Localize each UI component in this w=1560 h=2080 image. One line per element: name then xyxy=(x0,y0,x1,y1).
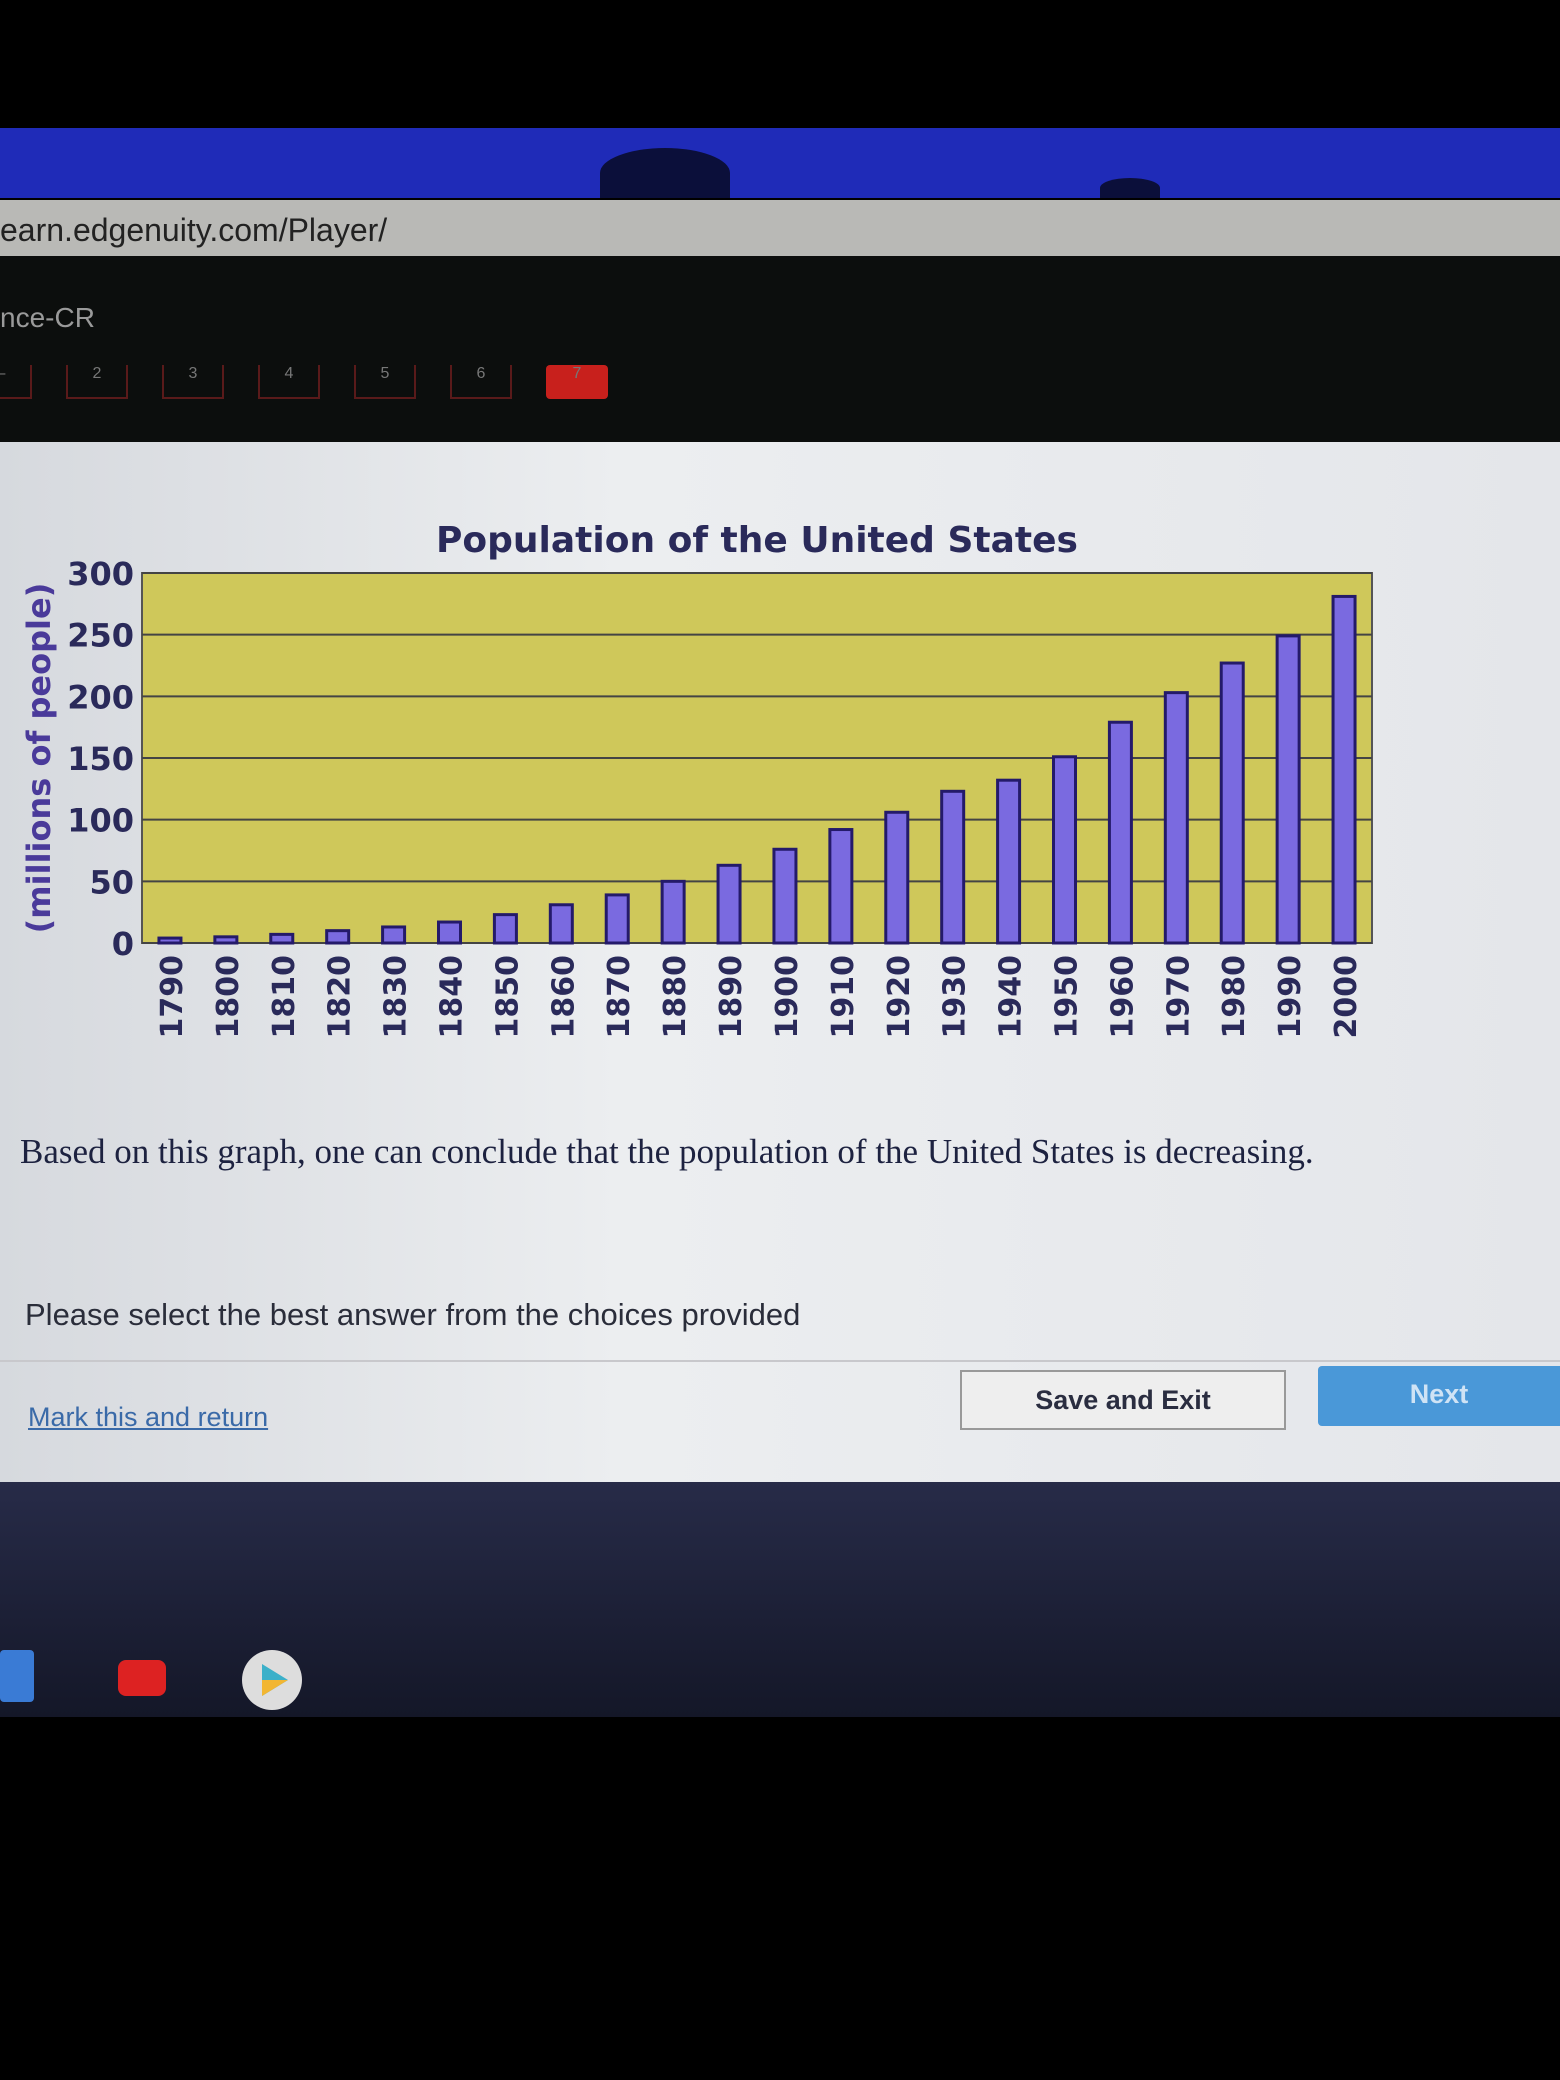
bar-1870 xyxy=(604,893,630,945)
url-text: earn.edgenuity.com/Player/ xyxy=(0,212,388,248)
bar-1900 xyxy=(772,847,798,945)
y-tick-label: 150 xyxy=(67,740,134,778)
docs-icon[interactable] xyxy=(0,1650,34,1702)
x-tick-label: 1970 xyxy=(1161,955,1196,1039)
x-tick-label: 2000 xyxy=(1329,955,1364,1039)
bar-1950 xyxy=(1052,755,1077,945)
tab-3[interactable]: 3 xyxy=(162,365,224,399)
game-banner xyxy=(0,128,1560,198)
population-chart: Population of the United States 0 50 100 150… xyxy=(20,520,1373,1039)
y-tick-label: 0 xyxy=(112,925,134,963)
y-tick-label: 100 xyxy=(67,802,134,840)
x-tick-label: 1850 xyxy=(490,955,525,1039)
bar-1790 xyxy=(157,936,183,945)
chart-title: Population of the United States xyxy=(436,520,1078,561)
save-and-exit-button[interactable]: Save and Exit xyxy=(960,1370,1286,1430)
bar-1890 xyxy=(716,863,742,945)
x-tick-label: 1810 xyxy=(267,955,302,1039)
divider xyxy=(0,1360,1560,1362)
x-tick-label: 1830 xyxy=(379,955,414,1039)
bar-1850 xyxy=(492,913,518,945)
x-tick-label: 1960 xyxy=(1105,955,1140,1039)
course-title: nce-CR xyxy=(0,302,95,333)
bar-1930 xyxy=(940,789,966,945)
bar-1800 xyxy=(213,935,239,945)
tab-1[interactable]: – xyxy=(0,365,32,399)
play-store-icon[interactable] xyxy=(242,1650,302,1710)
x-tick-label: 1900 xyxy=(770,955,805,1039)
x-tick-label: 1940 xyxy=(994,955,1029,1039)
x-tick-label: 1870 xyxy=(602,955,637,1039)
bar-1860 xyxy=(548,903,574,945)
bar-1840 xyxy=(437,920,462,945)
bar-1810 xyxy=(269,932,295,945)
hill-graphic xyxy=(600,148,730,198)
x-tick-label: 1800 xyxy=(211,955,246,1039)
x-tick-label: 1840 xyxy=(435,955,470,1039)
x-tick-label: 1950 xyxy=(1050,955,1085,1039)
bar-1960 xyxy=(1107,720,1133,945)
youtube-icon[interactable] xyxy=(118,1660,166,1696)
bar-1820 xyxy=(325,929,351,945)
x-tick-label: 1990 xyxy=(1273,955,1308,1039)
y-tick-label: 50 xyxy=(89,863,134,901)
tab-6[interactable]: 6 xyxy=(450,365,512,399)
tab-4[interactable]: 4 xyxy=(258,365,320,399)
tab-2[interactable]: 2 xyxy=(66,365,128,399)
y-tick-label: 250 xyxy=(67,617,134,655)
next-button[interactable]: Next xyxy=(1318,1366,1560,1426)
y-tick-label: 300 xyxy=(67,555,134,593)
x-tick-label: 1860 xyxy=(546,955,581,1039)
tab-7[interactable]: 7 xyxy=(546,365,608,399)
x-tick-label: 1980 xyxy=(1217,955,1252,1039)
x-tick-label: 1930 xyxy=(938,955,973,1039)
bar-1940 xyxy=(996,778,1022,945)
y-axis-label: (millions of people) xyxy=(20,583,58,934)
question-panel: Population of the United States 0 50 100 150… xyxy=(0,442,1560,1482)
mark-and-return-link[interactable]: Mark this and return xyxy=(28,1402,269,1432)
tab-5[interactable]: 5 xyxy=(354,365,416,399)
bar-1920 xyxy=(884,810,910,945)
x-tick-label: 1890 xyxy=(714,955,749,1039)
bar-1880 xyxy=(660,879,686,945)
bar-1830 xyxy=(381,925,407,945)
bar-1990 xyxy=(1275,634,1301,945)
x-tick-label: 1910 xyxy=(826,955,861,1039)
bar-1970 xyxy=(1163,691,1189,945)
x-tick-label: 1790 xyxy=(155,955,190,1039)
bar-2000 xyxy=(1331,594,1357,945)
x-tick-label: 1820 xyxy=(323,955,358,1039)
os-shelf xyxy=(0,1482,1560,1717)
hill-graphic xyxy=(1100,178,1160,198)
y-tick-label: 200 xyxy=(67,678,134,716)
course-header xyxy=(0,256,1560,442)
bar-1910 xyxy=(828,828,854,945)
url-bar[interactable]: earn.edgenuity.com/Player/ xyxy=(0,200,1560,256)
answer-prompt: Please select the best answer from the c… xyxy=(25,1297,801,1332)
x-tick-label: 1880 xyxy=(658,955,693,1039)
question-statement: Based on this graph, one can conclude th… xyxy=(20,1132,1314,1171)
x-tick-label: 1920 xyxy=(882,955,917,1039)
bar-1980 xyxy=(1219,661,1245,945)
